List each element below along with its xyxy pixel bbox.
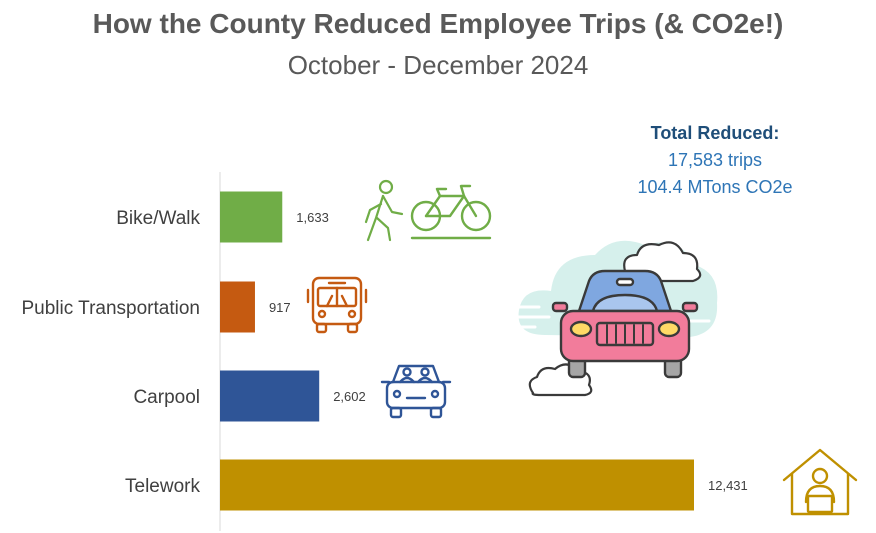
bar-telework [220, 459, 694, 511]
chart-subtitle: October - December 2024 [287, 50, 589, 80]
bar-bike-walk [220, 191, 283, 243]
value-label: 2,602 [333, 389, 366, 404]
value-label: 1,633 [296, 210, 329, 225]
bicycle-icon [410, 184, 492, 240]
total-reduced-heading: Total Reduced: [650, 123, 780, 143]
bus-icon [306, 276, 368, 334]
house-with-person-icon [782, 448, 858, 516]
value-label: 917 [269, 300, 291, 315]
total-co2: 104.4 MTons CO2e [637, 177, 793, 197]
walking-person-icon [364, 179, 404, 242]
total-reduced-summary: Total Reduced: 17,583 trips 104.4 MTons … [600, 120, 830, 201]
bar-carpool [220, 370, 320, 422]
car-with-clouds-icon [511, 240, 718, 397]
bike-walk-icons [364, 179, 492, 242]
category-label: Public Transportation [22, 298, 201, 319]
category-label: Carpool [133, 387, 200, 408]
chart-title: How the County Reduced Employee Trips (&… [92, 8, 784, 39]
category-label: Bike/Walk [116, 208, 200, 229]
carpool-car-icon [380, 364, 452, 419]
total-trips: 17,583 trips [667, 150, 763, 170]
bar-public-transportation [220, 281, 255, 333]
category-label: Telework [125, 476, 200, 497]
value-label: 12,431 [708, 478, 748, 493]
